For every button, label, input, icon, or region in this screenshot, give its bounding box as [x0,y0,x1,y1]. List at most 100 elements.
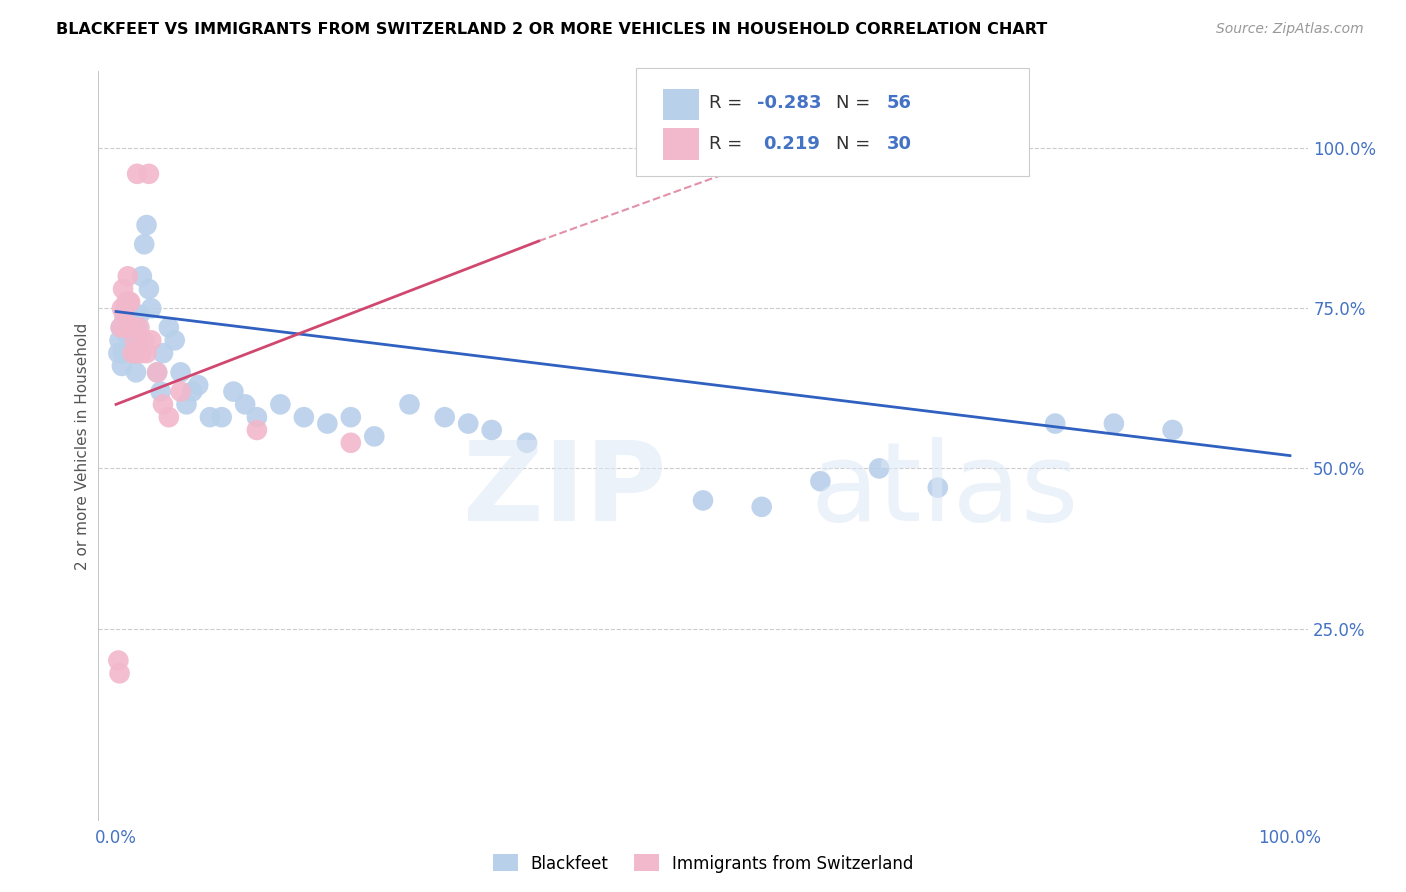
Point [108,334,131,348]
Point [138,282,160,296]
Point [152,397,174,411]
Point [222,384,245,399]
Point [516,435,538,450]
Point [363,429,385,443]
Point [120,320,142,334]
Point [124,346,146,360]
Point [316,417,339,431]
Point [108,666,131,681]
Point [114,320,136,334]
Point [120,334,142,348]
Point [110,320,132,334]
Point [169,365,191,379]
Point [112,314,135,328]
Point [107,346,129,360]
Point [110,320,132,334]
Point [198,410,221,425]
Point [1161,423,1184,437]
Point [120,320,142,334]
Point [118,294,141,309]
Point [117,308,139,322]
Point [433,410,456,425]
Point [120,294,142,309]
Text: 30: 30 [887,135,912,153]
Point [149,384,172,399]
Point [808,474,831,488]
Point [122,320,145,334]
Point [187,378,209,392]
Point [114,301,136,316]
Point [115,294,138,309]
Point [131,269,153,284]
Point [246,410,269,425]
Point [211,410,233,425]
Point [134,334,156,348]
Point [118,294,141,309]
Point [1043,417,1066,431]
Point [127,320,149,334]
Point [157,410,180,425]
Point [117,269,139,284]
Point [157,320,180,334]
Text: BLACKFEET VS IMMIGRANTS FROM SWITZERLAND 2 OR MORE VEHICLES IN HOUSEHOLD CORRELA: BLACKFEET VS IMMIGRANTS FROM SWITZERLAND… [56,22,1047,37]
Point [141,334,163,348]
Point [398,397,420,411]
Point [112,346,135,360]
Point [269,397,291,411]
Point [121,308,143,322]
Point [169,384,191,399]
Point [127,167,149,181]
Point [135,346,157,360]
Point [124,334,146,348]
Text: N =: N = [837,94,876,112]
Text: R =: R = [709,135,748,153]
Point [138,167,160,181]
Point [233,397,256,411]
Point [176,397,198,411]
FancyBboxPatch shape [637,68,1029,177]
Point [141,301,163,316]
FancyBboxPatch shape [664,128,699,160]
Point [125,365,148,379]
Point [292,410,315,425]
Point [127,334,149,348]
Point [112,308,135,322]
Point [146,365,169,379]
Point [181,384,204,399]
Text: -0.283: -0.283 [758,94,823,112]
Point [246,423,269,437]
Text: atlas: atlas [811,437,1078,544]
Text: 56: 56 [887,94,912,112]
Point [340,410,363,425]
Point [340,435,363,450]
Y-axis label: 2 or more Vehicles in Household: 2 or more Vehicles in Household [75,322,90,570]
Point [751,500,773,514]
Point [111,301,134,316]
Point [128,320,150,334]
Point [692,493,714,508]
Text: 0.219: 0.219 [763,135,820,153]
Point [131,346,153,360]
Text: ZIP: ZIP [464,437,666,544]
Point [112,282,135,296]
Point [927,481,949,495]
Point [127,346,149,360]
Point [152,346,174,360]
Point [111,359,134,373]
Point [121,346,143,360]
Point [1102,417,1125,431]
FancyBboxPatch shape [664,88,699,120]
Point [115,326,138,341]
Legend: Blackfeet, Immigrants from Switzerland: Blackfeet, Immigrants from Switzerland [486,847,920,880]
Text: Source: ZipAtlas.com: Source: ZipAtlas.com [1216,22,1364,37]
Point [457,417,479,431]
Point [125,346,148,360]
Point [146,365,169,379]
Point [134,237,156,252]
Point [135,218,157,232]
Point [128,308,150,322]
Point [122,314,145,328]
Point [107,654,129,668]
Point [163,334,186,348]
Point [481,423,503,437]
